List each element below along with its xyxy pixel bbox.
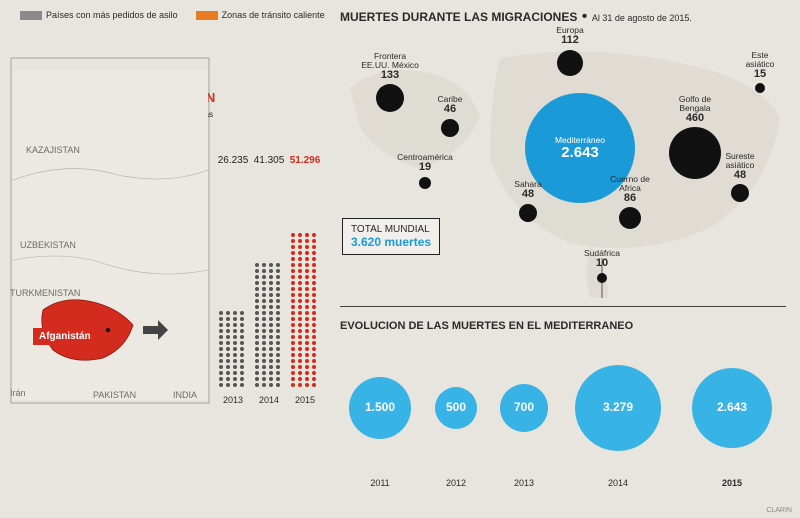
death-bubble-label: Centroamérica19 [385, 153, 465, 173]
evolution-year: 2015 [702, 478, 762, 488]
evolution-value: 700 [494, 400, 554, 414]
death-bubble-label: Sudáfrica10 [562, 249, 642, 269]
credit: CLARIN [766, 507, 792, 514]
mediterranean-evolution-section: EVOLUCION DE LAS MUERTES EN EL MEDITERRA… [340, 320, 790, 510]
legend-asylum-label: Países con más pedidos de asilo [46, 10, 178, 20]
evolution-year: 2011 [350, 478, 410, 488]
country-label: KAZAJISTAN [26, 145, 80, 155]
afghanistan-label-box: Afganistán [33, 328, 97, 345]
country-label: PAKISTAN [93, 390, 136, 400]
total-deaths-box: TOTAL MUNDIAL 3.620 muertes [342, 218, 440, 255]
evolution-year: 2014 [588, 478, 648, 488]
death-bubble-label: Golfo deBengala460 [655, 95, 735, 124]
country-label: UZBEKISTAN [20, 240, 76, 250]
legend-transit-swatch [196, 11, 218, 20]
death-bubble-label: Sahara48 [488, 180, 568, 200]
total-deaths-value: 3.620 muertes [351, 235, 431, 249]
legend: Países con más pedidos de asilo Zonas de… [20, 10, 325, 20]
legend-asylum: Países con más pedidos de asilo [20, 10, 178, 20]
dot-chart-year: 2015 [291, 395, 319, 405]
dot-chart-value: 26.235 [217, 155, 249, 166]
death-bubble-label: FronteraEE.UU. México133 [350, 52, 430, 81]
afghanistan-map-section: AFGANISTÁN Cantidad de personas que soli… [8, 30, 213, 390]
country-label: TURKMENISTAN [10, 288, 80, 298]
death-bubble-label: Cuerno deAfrica86 [590, 175, 670, 204]
death-bubble [755, 83, 765, 93]
country-label: INDIA [173, 390, 197, 400]
evolution-title: EVOLUCION DE LAS MUERTES EN EL MEDITERRA… [340, 320, 790, 332]
death-bubble [519, 204, 537, 222]
death-bubble [441, 119, 459, 137]
afghanistan-map-svg [8, 30, 213, 410]
death-bubble [597, 273, 607, 283]
evolution-row: 1.500 2011 500 2012 700 2013 3.279 2014 2.643 201… [340, 338, 790, 488]
evolution-value: 3.279 [588, 400, 648, 414]
dot-chart-value: 51.296 [289, 155, 321, 166]
death-bubble [419, 177, 431, 189]
asylum-dot-chart: 26.235 2013 41.305 2014 51.296 2015 [215, 155, 325, 405]
legend-transit: Zonas de tránsito caliente [196, 10, 325, 20]
death-bubble [619, 207, 641, 229]
dot-chart-year: 2013 [219, 395, 247, 405]
section-divider [340, 306, 786, 307]
dot-chart-column [219, 311, 247, 387]
legend-asylum-swatch [20, 11, 42, 20]
dot-chart-column [291, 233, 319, 387]
death-bubble [557, 50, 583, 76]
evolution-year: 2012 [426, 478, 486, 488]
evolution-value: 500 [426, 400, 486, 414]
death-bubble-label: Caribe46 [410, 95, 490, 115]
death-bubble [376, 84, 404, 112]
migration-deaths-section: MUERTES DURANTE LAS MIGRACIONES • Al 31 … [340, 8, 790, 298]
evolution-value: 2.643 [702, 400, 762, 414]
death-bubble-label: Mediterráneo2.643 [540, 136, 620, 161]
dot-chart-column [255, 263, 283, 387]
dot-chart-value: 41.305 [253, 155, 285, 166]
evolution-value: 1.500 [350, 400, 410, 414]
death-bubble-label: Europa112 [530, 26, 610, 46]
dot-chart-year: 2014 [255, 395, 283, 405]
death-bubble [731, 184, 749, 202]
legend-transit-label: Zonas de tránsito caliente [222, 10, 325, 20]
death-bubble-label: Suresteasiático48 [700, 152, 780, 181]
death-bubble-label: Esteasiático15 [720, 51, 800, 80]
evolution-year: 2013 [494, 478, 554, 488]
total-deaths-label: TOTAL MUNDIAL [351, 224, 431, 235]
country-label: Irán [10, 388, 26, 398]
